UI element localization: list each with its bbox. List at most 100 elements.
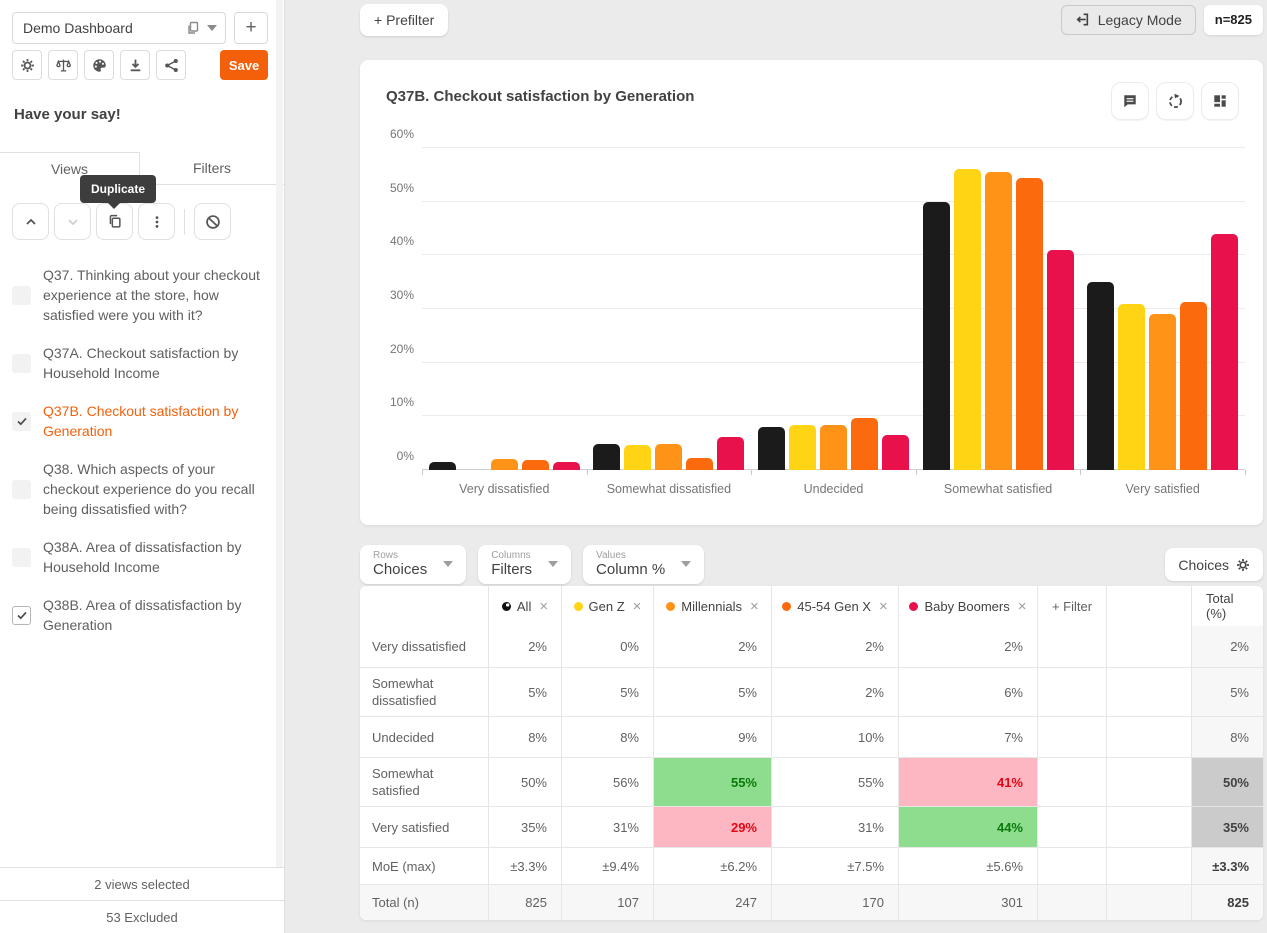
legacy-mode-icon — [1076, 13, 1088, 26]
close-icon[interactable]: × — [878, 597, 888, 615]
table-header-cell: Gen Z × — [561, 586, 653, 626]
add-filter-button[interactable]: + Filter — [1051, 598, 1093, 614]
view-label: Q37B. Checkout satisfaction by Generatio… — [43, 403, 239, 439]
move-down-button[interactable] — [54, 203, 91, 240]
theme-button[interactable] — [84, 50, 114, 80]
tab-filters[interactable]: Filters — [140, 152, 284, 185]
table-cell: 10% — [771, 717, 898, 757]
duplicate-dashboard-icon[interactable] — [186, 21, 200, 35]
close-icon[interactable]: × — [539, 597, 549, 615]
view-list-item[interactable]: Q37. Thinking about your checkout experi… — [12, 256, 266, 334]
y-axis-tick-label: 60% — [389, 127, 414, 141]
bar-all[interactable] — [593, 444, 621, 470]
bar-groups — [422, 148, 1245, 470]
view-list-item[interactable]: Q38A. Area of dissatisfaction by Househo… — [12, 528, 266, 586]
rows-dropdown[interactable]: Rows Choices — [360, 545, 467, 584]
move-up-button[interactable] — [12, 203, 49, 240]
view-list-item[interactable]: Q38B. Area of dissatisfaction by Generat… — [12, 586, 266, 644]
table-cell: 0% — [561, 626, 653, 667]
table-cell — [1037, 668, 1106, 716]
close-icon[interactable]: × — [632, 597, 642, 615]
comment-button[interactable] — [1111, 82, 1149, 120]
bar-millennials[interactable] — [984, 172, 1012, 470]
table-cell: 50% — [488, 758, 561, 806]
bar-all[interactable] — [1087, 282, 1115, 470]
bar-all[interactable] — [757, 427, 785, 470]
bar-gen-z[interactable] — [788, 425, 816, 470]
add-dashboard-button[interactable]: + — [234, 12, 268, 44]
table-cell — [1106, 807, 1191, 847]
layout-button[interactable] — [1201, 82, 1239, 120]
close-icon[interactable]: × — [1017, 597, 1027, 615]
view-list-item[interactable]: Q37A. Checkout satisfaction by Household… — [12, 334, 266, 392]
refresh-button[interactable] — [1156, 82, 1194, 120]
view-checkbox[interactable] — [12, 479, 31, 499]
theme-palette-icon — [92, 58, 106, 72]
bar-45-54-gen-x[interactable] — [1180, 302, 1208, 470]
bar-45-54-gen-x[interactable] — [521, 460, 549, 470]
x-axis-tick — [422, 470, 423, 475]
bar-millennials[interactable] — [1149, 314, 1177, 470]
compare-button[interactable] — [48, 50, 78, 80]
bar-baby-boomers[interactable] — [1046, 250, 1074, 470]
values-dropdown[interactable]: Values Column % — [583, 545, 705, 584]
dashboard-select[interactable]: Demo Dashboard — [12, 12, 226, 44]
view-checkbox[interactable] — [12, 353, 31, 373]
exclude-button[interactable] — [194, 203, 231, 240]
view-checkbox[interactable] — [12, 285, 31, 305]
sidebar-scrollbar[interactable] — [276, 0, 283, 867]
legacy-mode-button[interactable]: Legacy Mode — [1060, 4, 1196, 35]
table-cell: 55% — [771, 758, 898, 806]
bar-gen-z[interactable] — [624, 445, 652, 470]
bar-millennials[interactable] — [490, 459, 518, 470]
chevron-down-icon[interactable] — [207, 25, 217, 31]
table-cell: 170 — [771, 885, 898, 920]
filter-chip-label[interactable]: 45-54 Gen X — [797, 598, 871, 614]
more-options-button[interactable] — [138, 203, 175, 240]
columns-dropdown[interactable]: Columns Filters — [478, 545, 572, 584]
download-button[interactable] — [120, 50, 150, 80]
view-list-item[interactable]: Q37B. Checkout satisfaction by Generatio… — [12, 392, 266, 450]
bar-45-54-gen-x[interactable] — [850, 418, 878, 470]
bar-millennials[interactable] — [655, 444, 683, 470]
rows-dropdown-caption: Rows — [373, 550, 399, 561]
settings-button[interactable] — [12, 50, 42, 80]
filter-chip-label[interactable]: All — [516, 598, 532, 614]
bar-all[interactable] — [428, 462, 456, 470]
share-button[interactable] — [156, 50, 186, 80]
bar-baby-boomers[interactable] — [881, 435, 909, 470]
table-header-cell — [1106, 586, 1191, 626]
columns-dropdown-value: Filters — [491, 561, 533, 578]
bar-group — [587, 148, 752, 470]
bar-group — [422, 148, 587, 470]
bar-45-54-gen-x[interactable] — [1015, 178, 1043, 470]
bar-baby-boomers[interactable] — [1211, 234, 1239, 470]
table-cell — [1106, 668, 1191, 716]
legacy-mode-label: Legacy Mode — [1097, 11, 1182, 28]
close-icon[interactable]: × — [749, 597, 759, 615]
bar-baby-boomers[interactable] — [552, 462, 580, 470]
view-list-item[interactable]: Q38. Which aspects of your checkout expe… — [12, 450, 266, 528]
bar-45-54-gen-x[interactable] — [686, 458, 714, 470]
bar-gen-z[interactable] — [953, 169, 981, 470]
bar-all[interactable] — [922, 202, 950, 470]
prefilter-button[interactable]: + Prefilter — [360, 3, 449, 36]
columns-dropdown-caption: Columns — [491, 550, 531, 561]
view-checkbox[interactable] — [12, 605, 31, 625]
table-row: Total (n) 825 107 247 170 301 825 — [360, 884, 1263, 920]
choices-settings-button[interactable]: Choices — [1165, 548, 1263, 581]
table-row: Very satisfied 35% 31% 29% 31% 44% 35% — [360, 806, 1263, 847]
45-54-gen-x-dot-icon — [782, 601, 792, 611]
filter-chip-label[interactable]: Millennials — [681, 598, 742, 614]
view-checkbox[interactable] — [12, 411, 31, 431]
view-checkbox[interactable] — [12, 547, 31, 567]
bar-millennials[interactable] — [819, 425, 847, 470]
layout-icon — [1214, 95, 1226, 107]
filter-chip-label[interactable]: Gen Z — [588, 598, 625, 614]
chevron-down-icon — [548, 561, 559, 567]
filter-chip-label[interactable]: Baby Boomers — [924, 598, 1010, 614]
bar-gen-z[interactable] — [1118, 304, 1146, 470]
bar-baby-boomers[interactable] — [717, 437, 745, 470]
save-button[interactable]: Save — [220, 50, 268, 80]
table-cell: 41% — [898, 758, 1037, 806]
